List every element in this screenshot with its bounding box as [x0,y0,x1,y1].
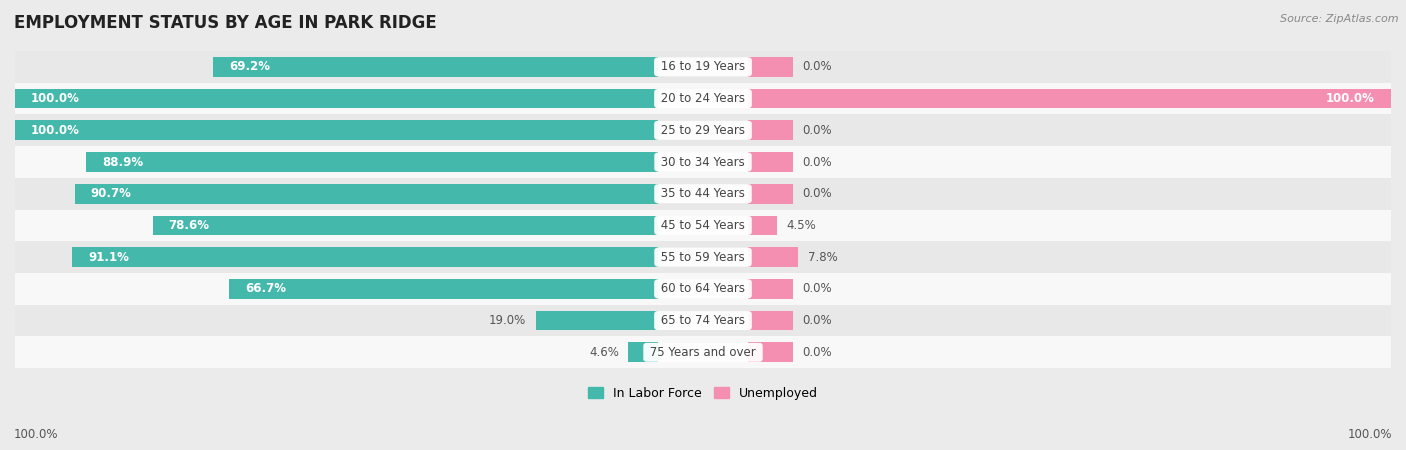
Bar [748,342,793,362]
Bar [229,279,658,299]
Text: 20 to 24 Years: 20 to 24 Years [657,92,749,105]
Bar [748,311,793,330]
Text: 60 to 64 Years: 60 to 64 Years [657,283,749,295]
Text: 45 to 54 Years: 45 to 54 Years [657,219,749,232]
Text: 90.7%: 90.7% [91,187,132,200]
Bar [748,57,793,76]
Text: 25 to 29 Years: 25 to 29 Years [657,124,749,137]
Bar [748,279,793,299]
Bar [15,146,1391,178]
Text: 88.9%: 88.9% [103,156,143,168]
Text: 55 to 59 Years: 55 to 59 Years [657,251,749,264]
Bar [748,248,799,267]
Text: 100.0%: 100.0% [14,428,59,441]
Bar [75,184,658,203]
Text: 78.6%: 78.6% [169,219,209,232]
Text: 7.8%: 7.8% [808,251,838,264]
Bar [86,152,658,172]
Bar [15,121,658,140]
Bar [15,273,1391,305]
Text: 0.0%: 0.0% [803,156,832,168]
Bar [214,57,658,76]
Bar [15,89,658,108]
Bar [748,89,1391,108]
Bar [15,337,1391,368]
Text: 100.0%: 100.0% [1326,92,1375,105]
Text: 66.7%: 66.7% [245,283,287,295]
Bar [15,178,1391,210]
Text: 19.0%: 19.0% [489,314,526,327]
Text: 0.0%: 0.0% [803,187,832,200]
Text: 30 to 34 Years: 30 to 34 Years [657,156,749,168]
Text: 65 to 74 Years: 65 to 74 Years [657,314,749,327]
Bar [72,248,658,267]
Bar [748,184,793,203]
Text: 35 to 44 Years: 35 to 44 Years [657,187,749,200]
Bar [536,311,658,330]
Bar [15,241,1391,273]
Bar [628,342,658,362]
Bar [15,83,1391,114]
Text: 0.0%: 0.0% [803,124,832,137]
Bar [748,121,793,140]
Text: 16 to 19 Years: 16 to 19 Years [657,60,749,73]
Text: 4.5%: 4.5% [786,219,817,232]
Text: 0.0%: 0.0% [803,283,832,295]
Legend: In Labor Force, Unemployed: In Labor Force, Unemployed [588,387,818,400]
Bar [15,305,1391,337]
Text: Source: ZipAtlas.com: Source: ZipAtlas.com [1281,14,1399,23]
Bar [153,216,658,235]
Text: 91.1%: 91.1% [89,251,129,264]
Bar [748,216,778,235]
Text: 75 Years and over: 75 Years and over [647,346,759,359]
Text: 4.6%: 4.6% [589,346,619,359]
Text: 0.0%: 0.0% [803,346,832,359]
Text: 100.0%: 100.0% [31,92,80,105]
Bar [15,114,1391,146]
Text: 100.0%: 100.0% [1347,428,1392,441]
Text: 69.2%: 69.2% [229,60,270,73]
Bar [15,51,1391,83]
Text: EMPLOYMENT STATUS BY AGE IN PARK RIDGE: EMPLOYMENT STATUS BY AGE IN PARK RIDGE [14,14,437,32]
Bar [748,152,793,172]
Text: 100.0%: 100.0% [31,124,80,137]
Bar [15,210,1391,241]
Text: 0.0%: 0.0% [803,314,832,327]
Text: 0.0%: 0.0% [803,60,832,73]
